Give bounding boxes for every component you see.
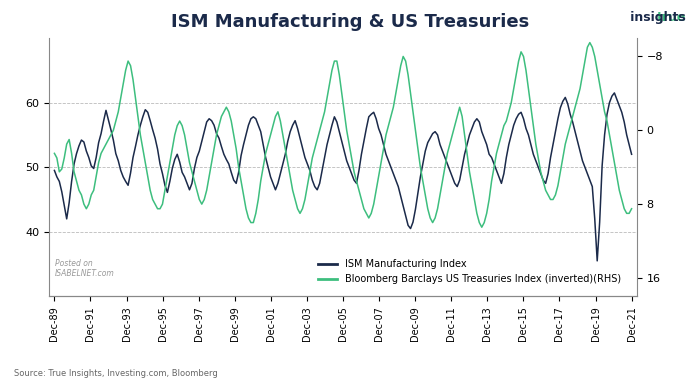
Text: true: true	[657, 11, 686, 24]
Text: Posted on
ISABELNET.com: Posted on ISABELNET.com	[55, 259, 115, 278]
Legend: ISM Manufacturing Index, Bloomberg Barclays US Treasuries Index (inverted)(RHS): ISM Manufacturing Index, Bloomberg Barcl…	[313, 254, 626, 289]
Text: insights: insights	[604, 11, 686, 24]
Text: Source: True Insights, Investing.com, Bloomberg: Source: True Insights, Investing.com, Bl…	[14, 369, 218, 378]
Text: ISM Manufacturing & US Treasuries: ISM Manufacturing & US Treasuries	[171, 13, 529, 31]
